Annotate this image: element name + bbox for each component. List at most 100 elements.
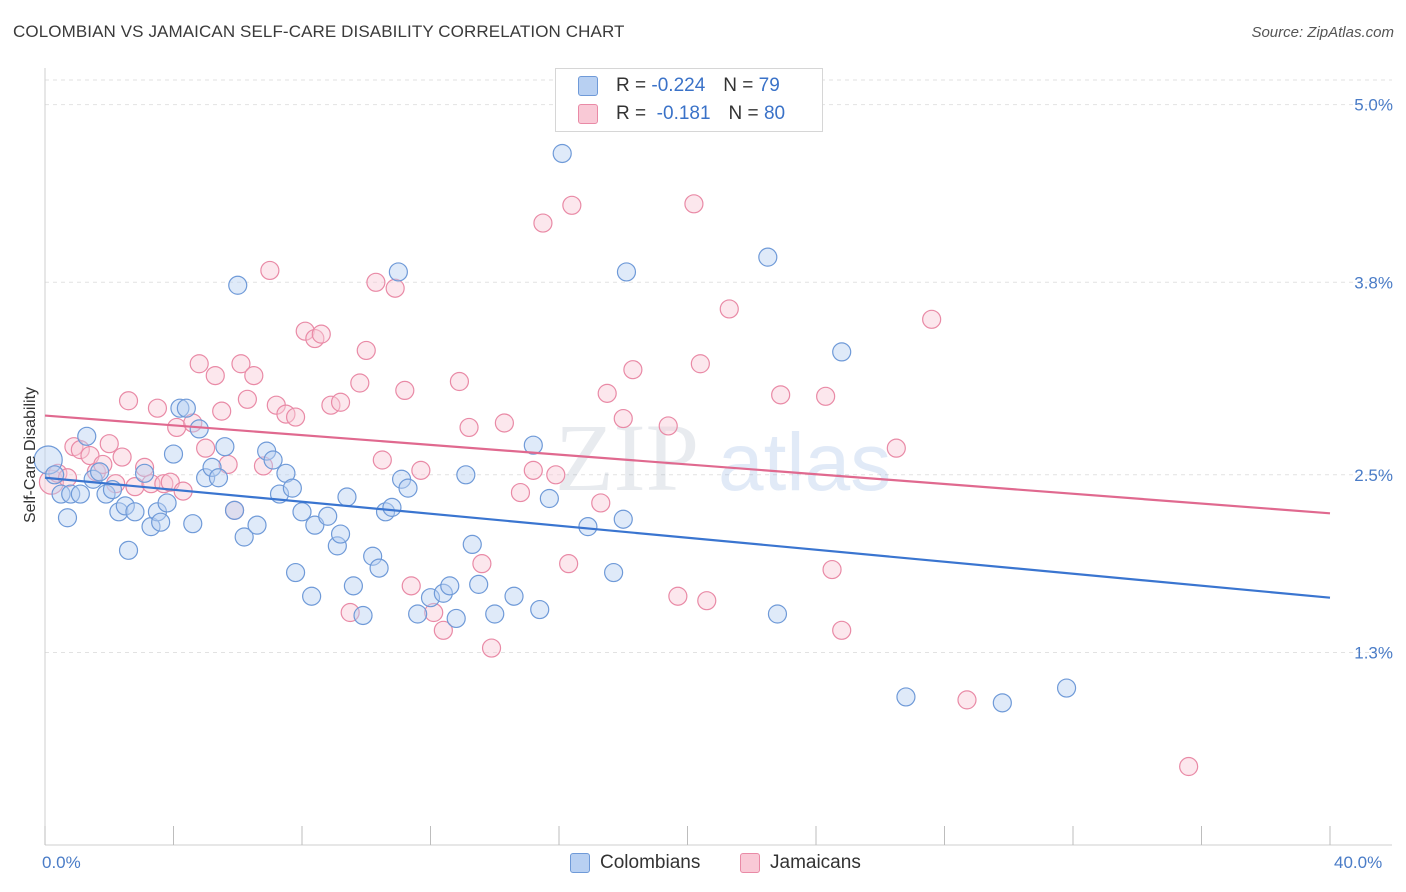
y-tick-label: 2.5% (1354, 466, 1393, 485)
jamaicans-point (112, 447, 132, 467)
watermark-atlas: atlas (718, 417, 891, 508)
legend-r-value-jamaicans: -0.181 (656, 103, 711, 124)
jamaicans-point (613, 408, 633, 429)
watermark-zip: ZIP (555, 404, 699, 511)
legend-row-colombians: R = -0.224 N = 79 (578, 73, 780, 99)
series-swatch-colombians (570, 853, 590, 873)
jamaicans-point (597, 383, 617, 403)
jamaicans-point (196, 438, 216, 458)
jamaicans-point (472, 554, 492, 574)
jamaicans-point (668, 586, 688, 606)
colombians-point (440, 576, 460, 596)
jamaicans-point (253, 456, 274, 476)
jamaicans-point (134, 457, 155, 478)
colombians-point (1056, 678, 1077, 698)
colombians-point (758, 247, 778, 267)
jamaicans-point (510, 482, 531, 503)
colombians-point (992, 693, 1012, 713)
colombians-point (151, 512, 171, 532)
series-swatch-jamaicans (740, 853, 760, 873)
jamaicans-point (147, 398, 168, 418)
colombians-point (530, 599, 550, 620)
colombians-point (263, 450, 283, 470)
colombians-point (456, 465, 476, 485)
colombians-trend-line (44, 476, 1331, 599)
y-axis-label: Self-Care Disability (22, 387, 39, 523)
jamaicans-point (922, 309, 942, 329)
colombians-point (215, 437, 235, 457)
jamaicans-point (350, 373, 370, 393)
jamaicans-point (562, 195, 582, 215)
series-legend: Colombians Jamaicans (0, 852, 1406, 878)
colombians-point (302, 586, 322, 606)
jamaicans-point (212, 401, 232, 421)
jamaicans-point (658, 416, 678, 436)
legend-n-value-colombians: 79 (758, 75, 780, 96)
y-tick-label: 3.8% (1354, 273, 1393, 292)
jamaicans-point (237, 389, 257, 409)
colombians-point (45, 465, 65, 485)
jamaicans-point (366, 272, 386, 292)
colombians-point (189, 419, 209, 439)
jamaicans-point (523, 460, 543, 480)
colombians-point (90, 462, 110, 482)
legend-n-label: N = (728, 103, 759, 124)
source-label: Source: ZipAtlas.com (1251, 24, 1394, 41)
jamaicans-point (957, 690, 977, 710)
colombians-point (292, 502, 312, 522)
colombians-point (330, 524, 351, 544)
colombians-point (353, 605, 373, 626)
colombians-point (118, 540, 139, 560)
jamaicans-point (99, 434, 119, 454)
jamaicans-point (424, 602, 444, 623)
jamaicans-point (591, 493, 611, 513)
colombians-point (125, 502, 145, 522)
colombians-point (462, 534, 482, 555)
colombians-point (61, 484, 81, 504)
colombians-point (613, 509, 633, 529)
jamaicans-point (433, 620, 453, 640)
chart-title: COLOMBIAN VS JAMAICAN SELF-CARE DISABILI… (13, 22, 625, 41)
colombians-point (485, 604, 505, 624)
colombians-point (51, 484, 71, 504)
jamaicans-point (886, 438, 906, 458)
colombians-point (134, 463, 155, 483)
jamaicans-point (697, 591, 717, 611)
jamaicans-point (816, 386, 836, 406)
colombians-point (285, 562, 306, 583)
y-tick-labels: 1.3% 2.5% 3.8% 5.0% (1354, 96, 1393, 663)
legend-r-value-colombians: -0.224 (651, 75, 706, 96)
jamaicans-point (459, 417, 479, 438)
x-tick-min: 0.0% (42, 853, 81, 872)
jamaicans-point (401, 576, 421, 596)
colombians-point (539, 488, 559, 509)
colombians-point (33, 445, 63, 475)
y-tick-label: 1.3% (1354, 644, 1393, 663)
jamaicans-point (449, 371, 470, 392)
colombians-points (33, 143, 1077, 713)
watermark: ZIP atlas (555, 404, 891, 511)
jamaicans-point (260, 260, 280, 281)
jamaicans-point (719, 299, 739, 319)
jamaicans-point (771, 385, 791, 405)
colombians-point (446, 608, 466, 629)
colombians-point (552, 143, 572, 164)
jamaicans-point (494, 413, 514, 433)
jamaicans-point (832, 620, 852, 640)
colombians-point (115, 496, 135, 516)
colombians-point (832, 342, 852, 362)
legend-row-jamaicans: R = -0.181 N = 80 (578, 101, 785, 127)
legend-swatch-colombians (578, 76, 598, 96)
colombians-point (408, 604, 428, 624)
colombians-point (318, 506, 338, 526)
jamaicans-point (395, 380, 415, 401)
colombians-point (247, 515, 267, 535)
colombians-point (433, 583, 453, 603)
colombians-point (337, 487, 357, 507)
colombians-point (523, 435, 543, 455)
jamaicans-point (372, 450, 392, 470)
colombians-point (202, 457, 222, 478)
colombians-point (896, 687, 916, 707)
trend-lines (44, 414, 1331, 599)
colombians-point (327, 536, 347, 556)
